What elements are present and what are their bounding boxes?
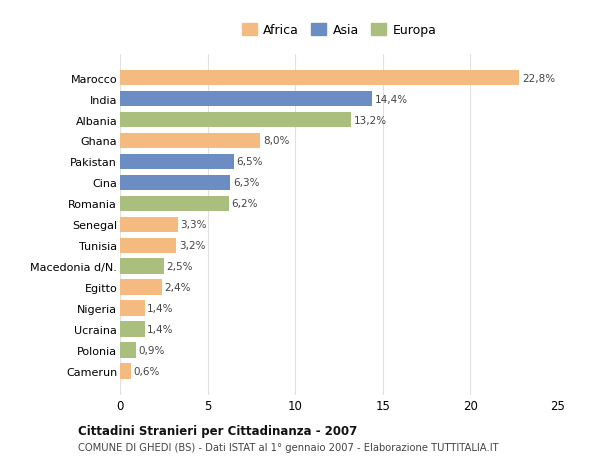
Bar [120,238,176,254]
Text: 14,4%: 14,4% [375,94,408,104]
Legend: Africa, Asia, Europa: Africa, Asia, Europa [238,21,440,41]
Text: 0,6%: 0,6% [133,366,160,376]
Bar [120,71,520,86]
Text: 3,3%: 3,3% [181,220,207,230]
Text: 6,2%: 6,2% [231,199,258,209]
Text: 3,2%: 3,2% [179,241,205,251]
Bar [120,175,230,191]
Bar [120,91,372,107]
Bar [120,280,162,296]
Text: 1,4%: 1,4% [147,304,173,313]
Bar [120,322,145,337]
Bar [120,196,229,212]
Text: 6,5%: 6,5% [236,157,263,167]
Text: 8,0%: 8,0% [263,136,289,146]
Text: 22,8%: 22,8% [522,73,555,84]
Bar [120,301,145,317]
Bar [120,343,136,358]
Text: 2,4%: 2,4% [164,283,191,293]
Bar [120,217,178,233]
Text: Cittadini Stranieri per Cittadinanza - 2007: Cittadini Stranieri per Cittadinanza - 2… [78,425,357,437]
Bar [120,154,234,170]
Text: 1,4%: 1,4% [147,325,173,335]
Bar [120,133,260,149]
Text: COMUNE DI GHEDI (BS) - Dati ISTAT al 1° gennaio 2007 - Elaborazione TUTTITALIA.I: COMUNE DI GHEDI (BS) - Dati ISTAT al 1° … [78,442,499,452]
Text: 2,5%: 2,5% [166,262,193,272]
Bar [120,112,351,128]
Bar [120,364,131,379]
Text: 13,2%: 13,2% [354,115,387,125]
Bar [120,259,164,274]
Text: 0,9%: 0,9% [139,346,165,356]
Text: 6,3%: 6,3% [233,178,260,188]
